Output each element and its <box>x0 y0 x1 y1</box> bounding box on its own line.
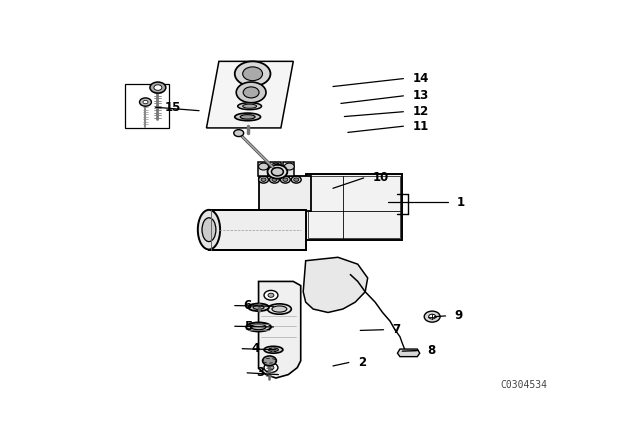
Text: 9: 9 <box>454 310 463 323</box>
Circle shape <box>280 176 291 183</box>
Circle shape <box>268 293 274 297</box>
Ellipse shape <box>269 348 278 352</box>
Circle shape <box>150 82 166 93</box>
Circle shape <box>269 176 280 183</box>
Text: 11: 11 <box>412 120 429 133</box>
Circle shape <box>262 356 276 366</box>
Bar <box>257 163 269 176</box>
Text: 2: 2 <box>358 356 366 369</box>
Circle shape <box>284 163 294 170</box>
Text: 13: 13 <box>412 89 429 102</box>
Polygon shape <box>207 61 293 128</box>
Circle shape <box>234 129 244 137</box>
Circle shape <box>294 178 299 181</box>
Circle shape <box>275 170 280 174</box>
Ellipse shape <box>202 218 216 241</box>
Text: 4: 4 <box>251 342 259 355</box>
Bar <box>284 163 294 176</box>
Ellipse shape <box>240 115 255 119</box>
Bar <box>259 176 310 211</box>
Bar <box>209 210 306 250</box>
Polygon shape <box>259 281 301 378</box>
Bar <box>308 176 400 238</box>
Circle shape <box>283 178 288 181</box>
Ellipse shape <box>243 104 257 108</box>
Ellipse shape <box>268 304 291 314</box>
Circle shape <box>429 314 436 319</box>
Ellipse shape <box>198 210 220 250</box>
Polygon shape <box>303 257 367 313</box>
Text: 7: 7 <box>392 323 401 336</box>
Bar <box>306 174 403 240</box>
Polygon shape <box>397 349 420 357</box>
Circle shape <box>140 98 152 106</box>
Circle shape <box>259 163 269 170</box>
Circle shape <box>273 168 282 175</box>
Ellipse shape <box>237 103 262 110</box>
Text: 12: 12 <box>412 105 429 118</box>
Circle shape <box>264 363 278 372</box>
Text: 10: 10 <box>372 172 389 185</box>
Text: 15: 15 <box>164 101 180 114</box>
Circle shape <box>236 82 266 103</box>
Circle shape <box>154 85 162 90</box>
Circle shape <box>268 366 274 370</box>
Text: 8: 8 <box>428 344 435 357</box>
Circle shape <box>259 176 269 183</box>
Circle shape <box>261 178 266 181</box>
Ellipse shape <box>248 303 269 311</box>
Text: 14: 14 <box>412 72 429 85</box>
Circle shape <box>272 178 277 181</box>
Circle shape <box>291 176 301 183</box>
Circle shape <box>268 165 287 179</box>
Circle shape <box>243 87 259 98</box>
Text: 6: 6 <box>244 299 252 312</box>
Circle shape <box>271 168 284 176</box>
Ellipse shape <box>251 324 266 330</box>
Circle shape <box>424 311 440 322</box>
Circle shape <box>235 61 271 86</box>
Bar <box>270 163 281 176</box>
Ellipse shape <box>253 305 264 310</box>
Circle shape <box>271 163 281 170</box>
Circle shape <box>264 290 278 300</box>
Circle shape <box>143 100 148 104</box>
Text: 1: 1 <box>457 196 465 209</box>
Text: 3: 3 <box>256 366 264 379</box>
Text: 5: 5 <box>244 320 252 333</box>
Text: C0304534: C0304534 <box>500 380 547 390</box>
Bar <box>125 84 169 128</box>
Ellipse shape <box>246 323 271 332</box>
Ellipse shape <box>235 113 260 121</box>
Ellipse shape <box>272 306 287 312</box>
Ellipse shape <box>264 346 283 353</box>
Circle shape <box>243 67 262 81</box>
